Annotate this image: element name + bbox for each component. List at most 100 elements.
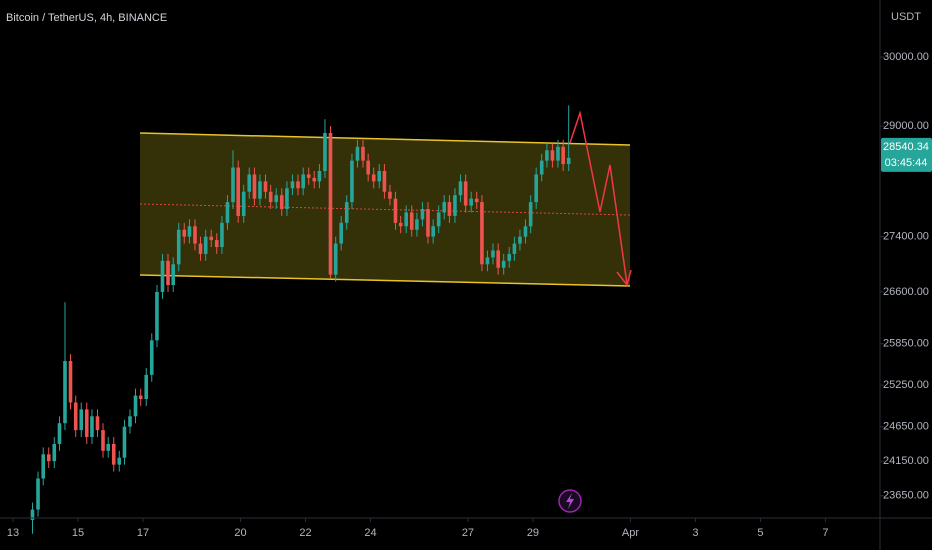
- candle-body: [415, 219, 419, 230]
- axes: 30000.00 29000.00 27400.00 26600.00 25850.00…: [7, 51, 932, 539]
- event-icon[interactable]: [558, 489, 582, 513]
- candle-body: [30, 509, 35, 520]
- candle-body: [474, 198, 479, 203]
- candle-body: [312, 177, 317, 182]
- y-tick-label: 25250.00: [883, 379, 929, 391]
- candle-body: [106, 443, 111, 451]
- candle-body: [528, 202, 533, 227]
- candle-body: [133, 395, 138, 417]
- x-tick-label: 13: [7, 527, 19, 539]
- candle-body: [463, 181, 468, 206]
- x-tick-label: 5: [757, 527, 763, 539]
- candle-body: [296, 181, 300, 189]
- arrow-path: [569, 110, 628, 285]
- candle-body: [285, 188, 289, 210]
- candle-body: [203, 236, 208, 254]
- candle-body: [355, 146, 360, 161]
- forecast-arrow: [569, 110, 632, 287]
- candle-body: [539, 160, 544, 175]
- candle-body: [556, 146, 560, 161]
- candle-body: [236, 167, 240, 216]
- x-tick-label: 17: [137, 527, 149, 539]
- candle-body: [279, 195, 284, 210]
- candle-body: [561, 146, 565, 165]
- y-tick-label: 24650.00: [883, 421, 929, 433]
- candle-body: [187, 226, 192, 237]
- candle-body: [52, 443, 57, 462]
- candle-body: [436, 212, 441, 227]
- y-tick-label: 30000.00: [883, 51, 929, 63]
- candle-body: [263, 181, 268, 192]
- candle-body: [371, 174, 376, 182]
- candle-body: [393, 198, 398, 223]
- candle-body: [79, 409, 84, 431]
- candle-body: [225, 202, 230, 223]
- candle-body: [95, 416, 100, 431]
- candle-body: [377, 171, 382, 182]
- channel-top: [139, 132, 631, 146]
- x-tick-label: 20: [234, 527, 246, 539]
- candle-body: [41, 454, 46, 479]
- candle-body: [46, 454, 51, 462]
- candle-body: [485, 257, 490, 265]
- candle-body: [382, 171, 387, 192]
- y-tick-label: 26600.00: [883, 286, 929, 298]
- y-tick-label: 25850.00: [883, 338, 929, 350]
- candle-body: [111, 443, 116, 465]
- candle-body: [231, 167, 235, 203]
- candle-body: [566, 157, 571, 165]
- candle-body: [128, 416, 132, 427]
- countdown-label: 03:45:44: [885, 157, 928, 169]
- arrow-head: [616, 269, 632, 287]
- candle-body: [550, 150, 555, 161]
- candle-body: [404, 212, 409, 227]
- last-price-box: [881, 137, 932, 172]
- y-axis-unit: USDT: [891, 11, 921, 23]
- candle-body: [258, 181, 262, 199]
- candle-body: [431, 226, 435, 237]
- candle-body: [453, 195, 457, 216]
- candle-body: [155, 291, 159, 341]
- candle-body: [328, 133, 333, 275]
- y-tick-label: 27400.00: [883, 231, 929, 243]
- candle-body: [63, 361, 67, 424]
- x-tick-label: 29: [527, 527, 539, 539]
- candle-body: [442, 202, 447, 213]
- candle-body: [68, 361, 73, 403]
- candle-body: [84, 409, 89, 438]
- candle-body: [480, 202, 484, 265]
- candle-body: [496, 250, 500, 268]
- candle-body: [166, 260, 170, 286]
- candle-body: [220, 222, 224, 248]
- candle-body: [323, 133, 327, 172]
- candle-body: [512, 243, 517, 254]
- candle-body: [317, 171, 322, 182]
- x-tick-label: 3: [692, 527, 698, 539]
- candle-body: [117, 457, 122, 465]
- candle-body: [344, 202, 349, 223]
- candle-body: [388, 191, 392, 199]
- candle-body: [36, 478, 40, 510]
- candle-body: [545, 150, 549, 161]
- candle-body: [507, 253, 512, 261]
- candle-body: [149, 340, 154, 375]
- candle-body: [241, 191, 246, 216]
- candle-body: [214, 240, 219, 248]
- candle-body: [90, 416, 94, 438]
- candle-body: [122, 426, 127, 458]
- candle-body: [160, 260, 165, 292]
- x-tick-label: 24: [364, 527, 376, 539]
- candle-body: [518, 236, 522, 244]
- chart-title: Bitcoin / TetherUS, 4h, BINANCE: [6, 12, 167, 24]
- candle-body: [339, 222, 344, 244]
- candle-body: [57, 423, 62, 444]
- channel-drawing: [139, 132, 631, 287]
- candle-body: [290, 181, 295, 189]
- candle-body: [144, 374, 149, 400]
- candle-body: [247, 174, 252, 192]
- x-tick-label: Apr: [622, 527, 639, 539]
- candle-body: [361, 146, 365, 161]
- channel-midline: [139, 203, 631, 216]
